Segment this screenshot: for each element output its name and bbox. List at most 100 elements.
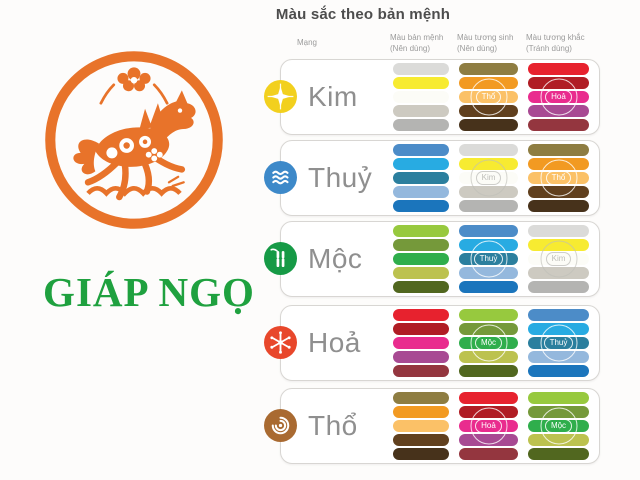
color-swatch <box>459 144 518 156</box>
color-swatch <box>528 119 589 131</box>
column-header-generating-colors: Màu tương sinh (Nên dùng) <box>457 33 521 55</box>
color-swatch <box>393 323 449 335</box>
color-swatch <box>393 392 449 404</box>
generating-colors <box>459 309 518 377</box>
color-swatch <box>528 323 589 335</box>
color-swatch <box>528 200 589 212</box>
column-header-element: Mạng <box>296 38 317 47</box>
color-swatch <box>528 351 589 363</box>
element-name: Thuỷ <box>308 162 373 193</box>
color-swatch <box>528 434 589 446</box>
element-name: Kim <box>308 81 358 112</box>
color-swatch <box>459 77 518 89</box>
color-swatch <box>393 253 449 265</box>
color-swatch <box>459 281 518 293</box>
color-swatch <box>459 309 518 321</box>
column-header-own-colors: Màu bản mệnh (Nên dùng) <box>390 33 452 55</box>
color-swatch <box>528 172 589 184</box>
color-swatch <box>393 77 449 89</box>
color-swatch <box>459 267 518 279</box>
color-swatch <box>528 186 589 198</box>
color-swatch <box>459 225 518 237</box>
color-swatch <box>528 239 589 251</box>
color-swatch <box>459 420 518 432</box>
color-swatch <box>528 448 589 460</box>
color-swatch <box>393 105 449 117</box>
color-swatch <box>528 281 589 293</box>
color-swatch <box>393 144 449 156</box>
color-swatch <box>393 448 449 460</box>
color-swatch <box>528 158 589 170</box>
generating-colors <box>459 392 518 460</box>
own-colors <box>393 63 449 131</box>
color-swatch <box>459 434 518 446</box>
color-swatch <box>459 158 518 170</box>
waves-icon <box>264 161 297 194</box>
chart-title: Màu sắc theo bản mệnh <box>275 6 451 23</box>
element-row-moc: Mộc Thuỷ Kim <box>264 221 600 297</box>
generating-colors <box>459 225 518 293</box>
color-swatch <box>528 225 589 237</box>
color-swatch <box>393 158 449 170</box>
color-swatch <box>459 365 518 377</box>
element-row-kim: Kim Thổ Hoả <box>264 59 600 135</box>
spiral-icon <box>264 409 297 442</box>
color-swatch <box>393 225 449 237</box>
color-swatch <box>528 406 589 418</box>
color-swatch <box>393 119 449 131</box>
color-swatch <box>528 105 589 117</box>
color-swatch <box>459 406 518 418</box>
color-swatch <box>393 186 449 198</box>
own-colors <box>393 309 449 377</box>
color-swatch <box>528 63 589 75</box>
color-swatch <box>459 448 518 460</box>
element-row-hoa: Hoả Mộc Thuỷ <box>264 305 600 381</box>
color-swatch <box>459 105 518 117</box>
color-swatch <box>459 172 518 184</box>
color-swatch <box>459 91 518 103</box>
element-name: Hoả <box>308 327 361 358</box>
header-own-line2: (Nên dùng) <box>390 43 431 53</box>
conflicting-colors <box>528 144 589 212</box>
element-name: Thổ <box>308 410 358 441</box>
color-swatch <box>393 172 449 184</box>
conflicting-colors <box>528 309 589 377</box>
color-swatch <box>528 392 589 404</box>
color-swatch <box>393 434 449 446</box>
color-swatch <box>393 309 449 321</box>
color-swatch <box>459 253 518 265</box>
column-header-conflicting-colors: Màu tương khắc (Tránh dùng) <box>526 33 596 55</box>
color-swatch <box>393 281 449 293</box>
color-swatch <box>528 144 589 156</box>
sparkle-icon <box>264 80 297 113</box>
own-colors <box>393 392 449 460</box>
color-swatch <box>459 186 518 198</box>
color-swatch <box>393 365 449 377</box>
header-sinh-line2: (Nên dùng) <box>457 43 498 53</box>
color-swatch <box>459 119 518 131</box>
own-colors <box>393 225 449 293</box>
header-sinh-line1: Màu tương sinh <box>457 33 514 42</box>
color-swatch <box>528 267 589 279</box>
conflicting-colors <box>528 63 589 131</box>
element-name: Mộc <box>308 243 363 274</box>
color-swatch <box>528 420 589 432</box>
color-swatch <box>528 253 589 265</box>
conflicting-colors <box>528 392 589 460</box>
header-khac-line2: (Tránh dùng) <box>526 43 572 53</box>
color-swatch <box>393 337 449 349</box>
color-swatch <box>528 337 589 349</box>
color-swatch <box>459 63 518 75</box>
color-swatch <box>459 323 518 335</box>
color-swatch <box>459 351 518 363</box>
color-swatch <box>528 77 589 89</box>
color-swatch <box>459 392 518 404</box>
color-swatch <box>393 351 449 363</box>
color-swatch <box>393 63 449 75</box>
generating-colors <box>459 144 518 212</box>
zodiac-year-label: GIÁP NGỌ <box>43 269 255 315</box>
color-swatch <box>393 91 449 103</box>
element-row-thuy: Thuỷ Kim Thổ <box>264 140 600 216</box>
header-khac-line1: Màu tương khắc <box>526 33 585 42</box>
